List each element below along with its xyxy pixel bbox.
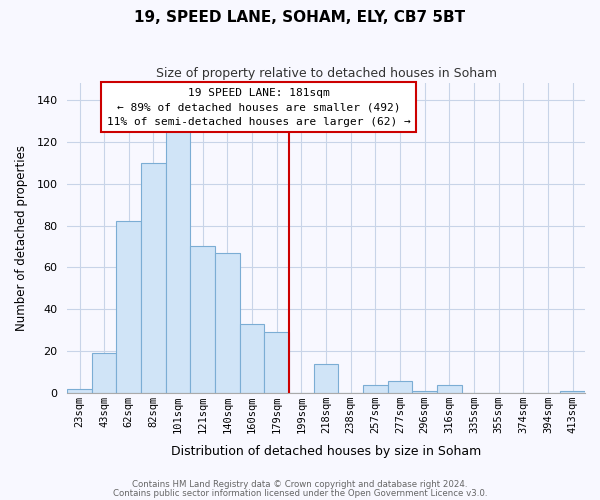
Bar [265,332,289,393]
Bar [92,354,116,393]
Bar [116,222,141,393]
Bar [67,389,92,393]
Bar [190,246,215,393]
Bar [166,112,190,393]
Bar [560,391,585,393]
X-axis label: Distribution of detached houses by size in Soham: Distribution of detached houses by size … [171,444,481,458]
Text: 19, SPEED LANE, SOHAM, ELY, CB7 5BT: 19, SPEED LANE, SOHAM, ELY, CB7 5BT [134,10,466,25]
Bar [388,380,412,393]
Bar [412,391,437,393]
Bar [314,364,338,393]
Bar [437,384,462,393]
Y-axis label: Number of detached properties: Number of detached properties [15,145,28,331]
Text: Contains public sector information licensed under the Open Government Licence v3: Contains public sector information licen… [113,488,487,498]
Text: Contains HM Land Registry data © Crown copyright and database right 2024.: Contains HM Land Registry data © Crown c… [132,480,468,489]
Bar [141,162,166,393]
Bar [363,384,388,393]
Text: 19 SPEED LANE: 181sqm
← 89% of detached houses are smaller (492)
11% of semi-det: 19 SPEED LANE: 181sqm ← 89% of detached … [107,88,410,126]
Bar [215,252,240,393]
Title: Size of property relative to detached houses in Soham: Size of property relative to detached ho… [155,68,497,80]
Bar [240,324,265,393]
